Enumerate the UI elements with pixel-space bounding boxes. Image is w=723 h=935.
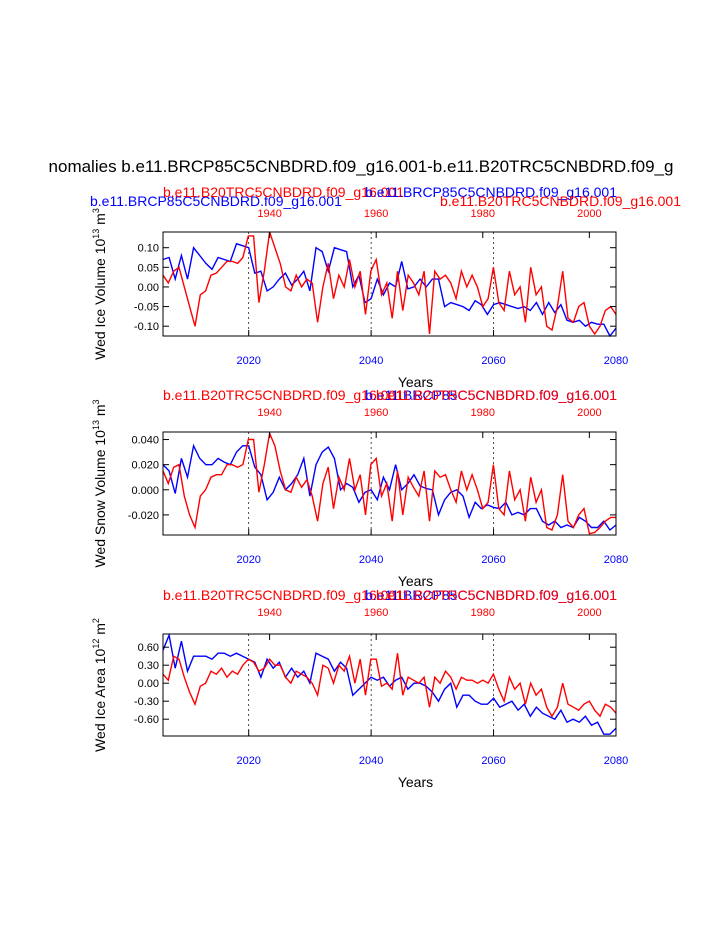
x-tick-label-bottom: 2060 bbox=[481, 554, 505, 566]
panel-title-right: b.e11.B20TRC5CNBDRD.f09_g16.001 bbox=[376, 387, 617, 403]
y-axis-label-exponent: 3 bbox=[91, 208, 101, 213]
panel-title-left: b.e11.BRCP85C5CNBDRD.f09_g16.001 bbox=[90, 193, 342, 209]
x-tick-label-top: 1940 bbox=[257, 607, 281, 619]
y-axis-label: Wed Ice Volume 1013 m3 bbox=[91, 208, 108, 360]
x-tick-label-bottom: 2060 bbox=[481, 755, 505, 767]
x-tick-label-bottom: 2040 bbox=[359, 355, 383, 367]
y-axis-label-exponent: 12 bbox=[91, 639, 101, 649]
panel-title-right: b.e11.B20TRC5CNBDRD.f09_g16.001 bbox=[376, 587, 617, 603]
y-tick-label: -0.30 bbox=[134, 696, 159, 708]
x-tick-label-top: 1980 bbox=[471, 607, 495, 619]
panel-title-right: b.e11.BRCP85C5CNBDRD.f09_g16.001 bbox=[365, 387, 617, 403]
plot-frame bbox=[162, 431, 617, 536]
y-axis-label-text: Wed Ice Volume 10 bbox=[92, 239, 108, 360]
y-axis-label-exponent: 3 bbox=[91, 399, 101, 404]
x-tick-label-top: 1980 bbox=[471, 208, 495, 220]
series-line-historical bbox=[162, 653, 617, 718]
y-axis-label: Wed Ice Area 1012 m2 bbox=[91, 618, 108, 752]
x-tick-label-top: 1940 bbox=[257, 208, 281, 220]
panel-title-left: b.e11.B20TRC5CNBDRD.f09_g16.001 bbox=[163, 184, 404, 200]
x-axis-label: Years bbox=[398, 573, 433, 589]
chart-panel-snow-volume: -0.020 0.000 0.020 0.040 2020 2040 2060 2080 194… bbox=[91, 387, 628, 589]
y-tick-label: 0.60 bbox=[138, 642, 159, 654]
x-tick-label-top: 2000 bbox=[577, 407, 601, 419]
y-tick-label: 0.05 bbox=[138, 262, 159, 274]
y-tick-label: -0.10 bbox=[134, 321, 159, 333]
x-axis-label: Years bbox=[398, 774, 433, 790]
plot-frame bbox=[162, 633, 617, 737]
x-tick-label-top: 1960 bbox=[364, 407, 388, 419]
panel-title-left: b.e11.B20TRC5CNBDRD.f09_g16.001 bbox=[163, 387, 404, 403]
plot-frame bbox=[162, 231, 617, 337]
x-tick-label-bottom: 2040 bbox=[359, 755, 383, 767]
series-line-historical bbox=[162, 231, 617, 336]
y-axis-label-text: Wed Ice Area 10 bbox=[92, 648, 108, 751]
y-tick-label: -0.60 bbox=[134, 714, 159, 726]
y-tick-label: 0.00 bbox=[138, 678, 159, 690]
y-tick-label: 0.000 bbox=[131, 485, 159, 497]
x-tick-label-top: 1960 bbox=[364, 607, 388, 619]
panel-title-right: b.e11.BRCP85C5CNBDRD.f09_g16.001 bbox=[365, 587, 617, 603]
x-tick-label-bottom: 2080 bbox=[604, 755, 628, 767]
y-axis-label-text: m bbox=[92, 623, 108, 639]
panel-title-left: b.e11.B20TRC5CNBDRD.f09_g16.001 bbox=[163, 587, 404, 603]
x-tick-label-top: 1960 bbox=[364, 208, 388, 220]
x-tick-label-bottom: 2040 bbox=[359, 554, 383, 566]
x-tick-label-top: 2000 bbox=[577, 208, 601, 220]
x-tick-label-top: 1940 bbox=[257, 407, 281, 419]
x-tick-label-bottom: 2020 bbox=[236, 355, 260, 367]
series-line-rcp85 bbox=[162, 632, 617, 735]
y-axis-label-text: m bbox=[92, 213, 108, 229]
y-axis-label-exponent: 13 bbox=[91, 420, 101, 430]
y-tick-label: 0.30 bbox=[138, 660, 159, 672]
x-tick-label-bottom: 2020 bbox=[236, 755, 260, 767]
x-tick-label-bottom: 2060 bbox=[481, 355, 505, 367]
y-axis-label-text: m bbox=[92, 404, 108, 420]
chart-panel-ice-volume: -0.10 -0.05 0.00 0.05 0.10 2020 2040 2060 2080 19… bbox=[90, 184, 681, 390]
x-tick-label-bottom: 2080 bbox=[604, 554, 628, 566]
y-axis-label-text: Wed Snow Volume 10 bbox=[92, 430, 108, 568]
y-tick-label: 0.040 bbox=[131, 435, 159, 447]
series-line-rcp85 bbox=[162, 443, 617, 532]
y-tick-label: -0.05 bbox=[134, 302, 159, 314]
y-tick-label: -0.020 bbox=[128, 510, 159, 522]
y-tick-label: 0.10 bbox=[138, 243, 159, 255]
series-line-historical bbox=[162, 430, 616, 535]
x-axis-label: Years bbox=[398, 374, 433, 390]
series-line-rcp85 bbox=[162, 242, 617, 338]
x-tick-label-top: 1980 bbox=[471, 407, 495, 419]
figure-title: nomalies b.e11.BRCP85C5CNBDRD.f09_g16.00… bbox=[49, 157, 674, 176]
panel-title-right: b.e11.B20TRC5CNBDRD.f09_g16.001 bbox=[440, 193, 681, 209]
chart-panel-ice-area: -0.60 -0.30 0.00 0.30 0.60 2020 2040 2060 2080 19… bbox=[91, 587, 628, 790]
x-tick-label-bottom: 2080 bbox=[604, 355, 628, 367]
y-axis-label: Wed Snow Volume 1013 m3 bbox=[91, 399, 108, 567]
y-axis-label-exponent: 2 bbox=[91, 618, 101, 623]
y-tick-label: 0.020 bbox=[131, 460, 159, 472]
panel-title-right: b.e11.BRCP85C5CNBDRD.f09_g16.001 bbox=[365, 184, 617, 200]
y-axis-label-exponent: 13 bbox=[91, 229, 101, 239]
x-tick-label-top: 2000 bbox=[577, 607, 601, 619]
y-tick-label: 0.00 bbox=[138, 282, 159, 294]
x-tick-label-bottom: 2020 bbox=[236, 554, 260, 566]
